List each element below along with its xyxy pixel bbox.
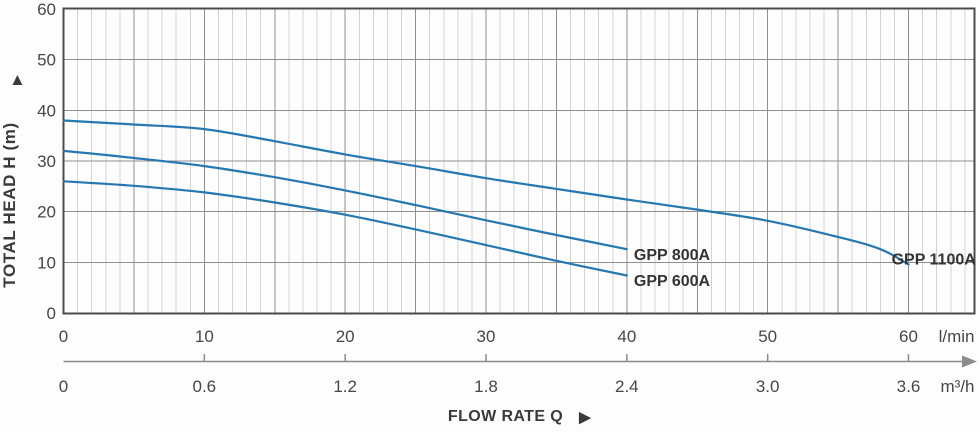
y-tick-labels: 0 10 20 30 40 50 60 <box>37 0 56 323</box>
right-arrow-icon: ▶ <box>579 408 592 426</box>
curve-label-gpp-600a: GPP 600A <box>634 273 711 290</box>
y-axis-title: TOTAL HEAD H (m) <box>0 122 19 288</box>
y-tick-label: 30 <box>37 152 56 171</box>
gridlines-major <box>64 8 974 313</box>
x-tick-label: 40 <box>617 327 636 346</box>
x-axis-title: FLOW RATE Q <box>447 408 564 425</box>
x-tick-label: 50 <box>758 327 777 346</box>
x-tick-label: 30 <box>477 327 496 346</box>
pump-curves: GPP 1100A GPP 800A GPP 600A <box>62 119 977 290</box>
x-unit-m3h: m³/h <box>941 377 975 396</box>
x-tick-label-m3h: 0 <box>59 377 68 396</box>
curve-gpp-800a <box>62 149 628 251</box>
y-tick-label: 60 <box>37 0 56 19</box>
curve-gpp-600a <box>62 180 628 277</box>
x-tick-label: 10 <box>195 327 214 346</box>
x-tick-label: 0 <box>59 327 68 346</box>
up-arrow-icon: ▲ <box>9 70 26 89</box>
x-tick-label-m3h: 3.6 <box>897 377 921 396</box>
x-axis-m3h: 0 0.6 1.2 1.8 2.4 3.0 3.6 m³/h <box>59 354 977 396</box>
x-tick-label-m3h: 3.0 <box>756 377 780 396</box>
axis-arrow-icon <box>962 355 977 368</box>
x-tick-label-m3h: 0.6 <box>193 377 217 396</box>
x-tick-label-m3h: 1.2 <box>333 377 357 396</box>
curve-gpp-1100a <box>62 119 910 266</box>
y-tick-label: 20 <box>37 203 56 222</box>
x-tick-labels-lmin: 0 10 20 30 40 50 60 l/min <box>59 327 975 346</box>
y-tick-label: 40 <box>37 101 56 120</box>
y-tick-label: 10 <box>37 253 56 272</box>
y-tick-label: 0 <box>47 304 56 323</box>
curve-label-gpp-800a: GPP 800A <box>634 247 711 264</box>
x-tick-label: 60 <box>899 327 918 346</box>
x-axis-title-group: FLOW RATE Q ▶ <box>64 408 975 426</box>
y-tick-label: 50 <box>37 51 56 70</box>
x-tick-label-m3h: 1.8 <box>474 377 498 396</box>
curve-label-gpp-1100a: GPP 1100A <box>892 251 977 268</box>
x-unit-lmin: l/min <box>939 327 975 346</box>
plot-border <box>62 7 976 315</box>
x-tick-label: 20 <box>336 327 355 346</box>
x-tick-label-m3h: 2.4 <box>615 377 639 396</box>
